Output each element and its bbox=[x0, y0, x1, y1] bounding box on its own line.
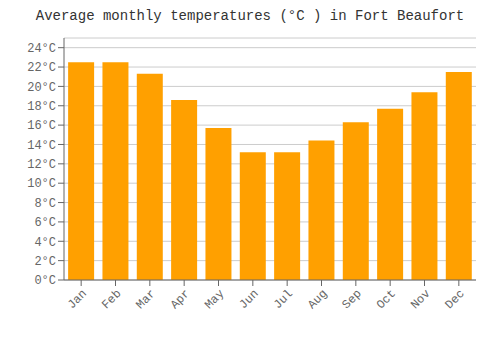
svg-text:Jun: Jun bbox=[237, 287, 262, 312]
svg-text:12°C: 12°C bbox=[27, 158, 56, 172]
svg-text:18°C: 18°C bbox=[27, 100, 56, 114]
svg-text:24°C: 24°C bbox=[27, 42, 56, 56]
svg-text:Apr: Apr bbox=[168, 287, 193, 312]
svg-text:0°C: 0°C bbox=[34, 274, 56, 288]
svg-text:May: May bbox=[202, 287, 227, 312]
svg-text:20°C: 20°C bbox=[27, 81, 56, 95]
svg-text:Oct: Oct bbox=[374, 287, 399, 312]
svg-text:Dec: Dec bbox=[443, 287, 468, 312]
svg-text:4°C: 4°C bbox=[34, 236, 56, 250]
svg-text:6°C: 6°C bbox=[34, 216, 56, 230]
svg-text:Mar: Mar bbox=[134, 287, 159, 312]
svg-text:22°C: 22°C bbox=[27, 61, 56, 75]
svg-text:16°C: 16°C bbox=[27, 119, 56, 133]
svg-text:2°C: 2°C bbox=[34, 255, 56, 269]
svg-text:8°C: 8°C bbox=[34, 197, 56, 211]
svg-text:Aug: Aug bbox=[305, 287, 330, 312]
svg-text:Sep: Sep bbox=[340, 287, 365, 312]
svg-text:Nov: Nov bbox=[408, 287, 433, 312]
html-text:Average monthly temperatures (: Average monthly temperatures (°C ) in Fo… bbox=[35, 8, 465, 24]
svg-text:Feb: Feb bbox=[99, 287, 124, 312]
svg-text:Jan: Jan bbox=[65, 287, 90, 312]
svg-text:Jul: Jul bbox=[271, 287, 296, 312]
svg-text:14°C: 14°C bbox=[27, 139, 56, 153]
svg-text:10°C: 10°C bbox=[27, 177, 56, 191]
